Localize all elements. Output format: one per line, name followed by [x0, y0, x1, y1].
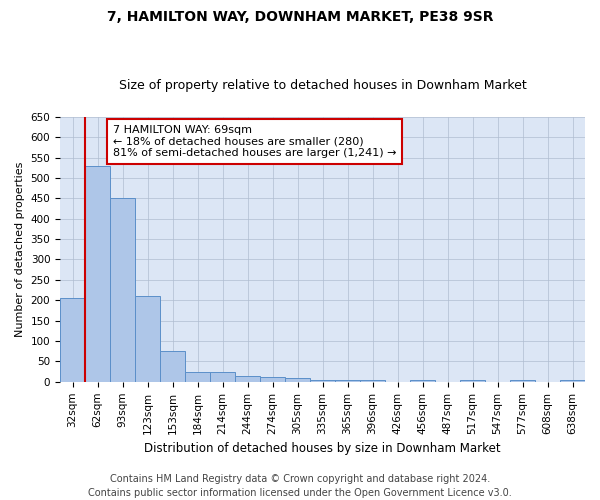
Bar	[260, 377, 285, 382]
Bar	[460, 380, 485, 382]
Bar	[85, 166, 110, 382]
Bar	[560, 380, 585, 382]
Bar	[360, 380, 385, 382]
Bar	[185, 372, 210, 382]
Bar	[510, 380, 535, 382]
Bar	[210, 372, 235, 382]
Text: 7 HAMILTON WAY: 69sqm
← 18% of detached houses are smaller (280)
81% of semi-det: 7 HAMILTON WAY: 69sqm ← 18% of detached …	[113, 125, 396, 158]
Bar	[60, 298, 85, 382]
X-axis label: Distribution of detached houses by size in Downham Market: Distribution of detached houses by size …	[144, 442, 501, 455]
Bar	[285, 378, 310, 382]
Y-axis label: Number of detached properties: Number of detached properties	[15, 162, 25, 337]
Bar	[135, 296, 160, 382]
Text: 7, HAMILTON WAY, DOWNHAM MARKET, PE38 9SR: 7, HAMILTON WAY, DOWNHAM MARKET, PE38 9S…	[107, 10, 493, 24]
Bar	[335, 380, 360, 382]
Bar	[110, 198, 135, 382]
Text: Contains HM Land Registry data © Crown copyright and database right 2024.
Contai: Contains HM Land Registry data © Crown c…	[88, 474, 512, 498]
Bar	[160, 351, 185, 382]
Bar	[410, 380, 435, 382]
Bar	[310, 380, 335, 382]
Title: Size of property relative to detached houses in Downham Market: Size of property relative to detached ho…	[119, 79, 526, 92]
Bar	[235, 376, 260, 382]
